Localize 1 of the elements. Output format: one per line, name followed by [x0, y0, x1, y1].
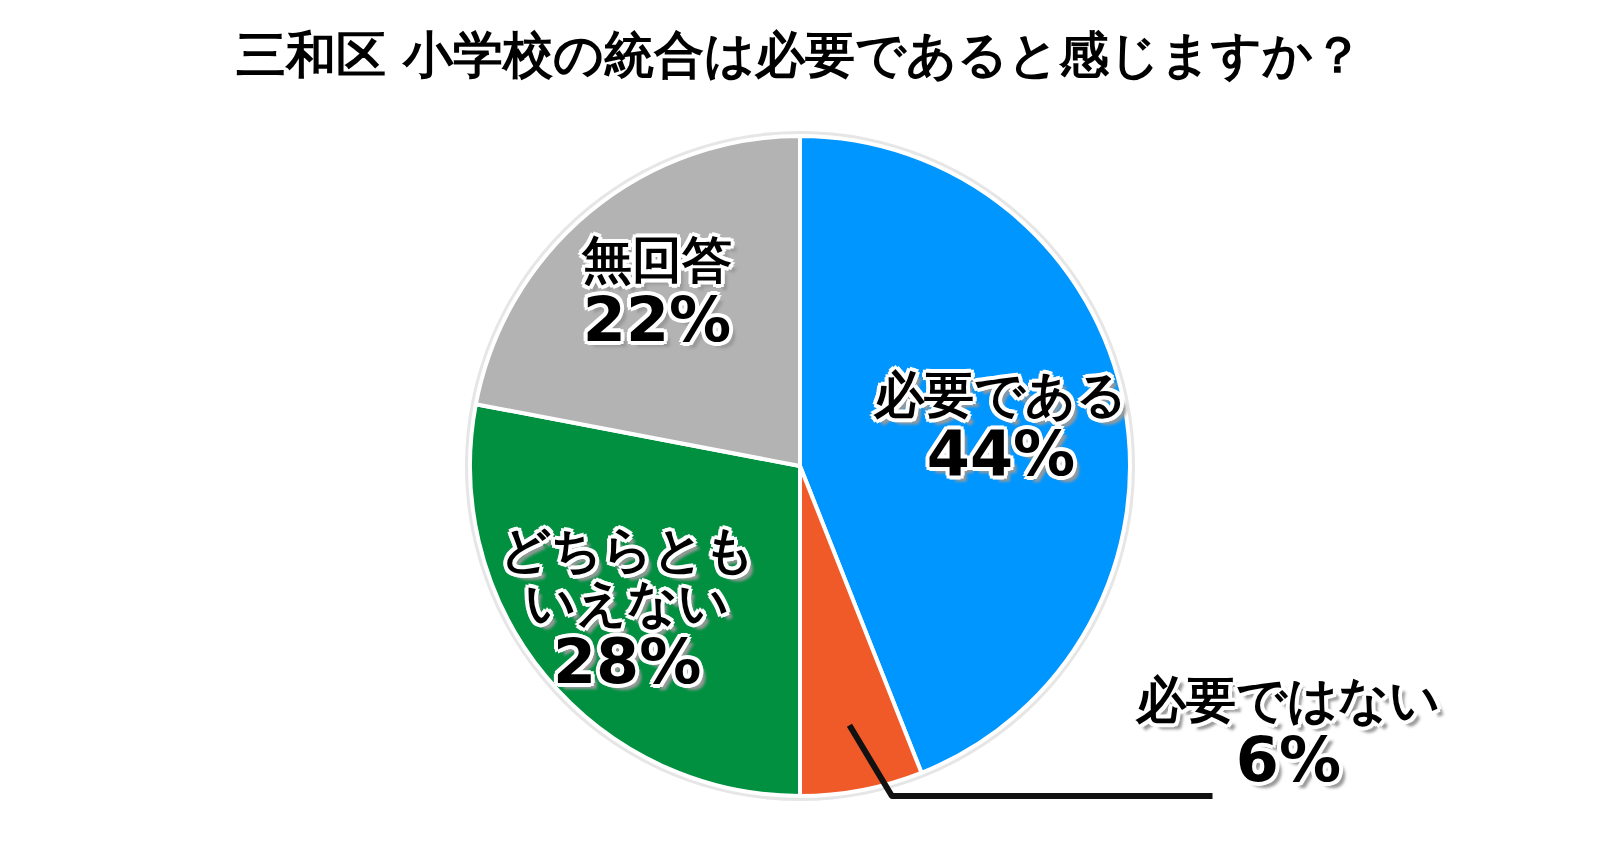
chart-title: 三和区 小学校の統合は必要であると感じますか？ — [234, 25, 1365, 86]
